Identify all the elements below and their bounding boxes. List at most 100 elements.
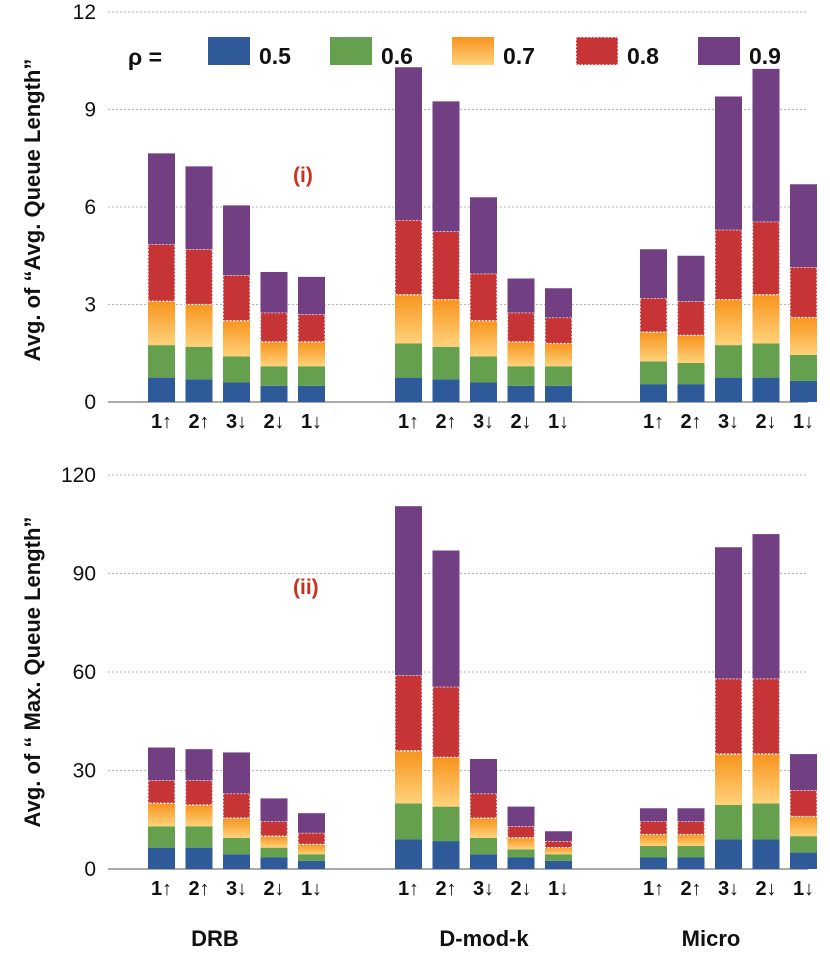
bar-segment-rho-06-dmodk-5 xyxy=(545,854,572,861)
bar-segment-rho-07-dmodk-4 xyxy=(507,341,535,367)
bar-segment-rho-06-micro-5 xyxy=(790,354,817,381)
bar-segment-rho-09-drb-5 xyxy=(298,813,325,833)
y-tick-label: 0 xyxy=(84,858,96,881)
bar-segment-rho-07-micro-4 xyxy=(752,294,780,344)
bar-segment-rho-05-micro-3 xyxy=(715,377,742,402)
group-label-dmodk: D-mod-k xyxy=(439,926,529,951)
bar-segment-rho-07-dmodk-3 xyxy=(470,320,497,357)
bar-segment-rho-09-micro-4 xyxy=(752,534,780,679)
bar-segment-rho-07-micro-2 xyxy=(677,834,705,847)
bar-segment-rho-08-drb-2 xyxy=(184,248,214,306)
bar-segment-rho-09-micro-1 xyxy=(640,808,667,822)
bar-segment-rho-09-micro-5 xyxy=(790,184,817,268)
bar-segment-rho-05-dmodk-4 xyxy=(507,385,535,402)
bar-segment-rho-05-dmodk-1 xyxy=(395,377,422,402)
bar-segment-rho-06-micro-1 xyxy=(640,846,667,858)
bar-segment-rho-09-micro-3 xyxy=(715,96,742,230)
bar-segment-rho-07-drb-2 xyxy=(185,804,213,827)
bar-segment-rho-05-micro-2 xyxy=(677,384,705,402)
bar-segment-rho-06-drb-3 xyxy=(223,837,250,855)
bar-segment-rho-09-drb-5 xyxy=(298,276,325,315)
x-tick-label: 1↑ xyxy=(398,878,419,900)
bar-segment-rho-08-dmodk-4 xyxy=(506,311,536,343)
bar-segment-rho-08-dmodk-2 xyxy=(431,686,461,759)
bar-segment-rho-05-micro-4 xyxy=(752,839,780,869)
bar-segment-rho-07-dmodk-5 xyxy=(545,847,572,855)
bar-segment-rho-09-dmodk-4 xyxy=(507,278,535,313)
bar-segment-rho-09-dmodk-2 xyxy=(432,101,460,232)
legend-swatch-07 xyxy=(452,37,494,65)
x-tick-label: 1↓ xyxy=(301,411,322,433)
legend-swatch-08 xyxy=(575,36,619,66)
bar-segment-rho-06-drb-1 xyxy=(148,826,175,848)
bar-segment-rho-07-dmodk-2 xyxy=(432,299,460,347)
bar-segment-rho-06-dmodk-5 xyxy=(545,366,572,386)
y-tick-label: 30 xyxy=(73,760,96,783)
x-tick-label: 3↓ xyxy=(718,878,739,900)
bar-segment-rho-07-micro-3 xyxy=(715,299,742,346)
bar-segment-rho-05-dmodk-2 xyxy=(432,841,460,869)
bar-segment-rho-07-micro-1 xyxy=(640,332,667,362)
bar-segment-rho-06-drb-1 xyxy=(148,345,175,378)
bar-segment-rho-05-drb-1 xyxy=(148,847,175,869)
bar-segment-rho-08-dmodk-2 xyxy=(431,230,461,301)
x-axis-labels: 1↑ 2↑ 3↓ 2↓ 1↓ 1↑ 2↑ 3↓ 2↓ 1↓ 1↑ 2↑ 3↓ 2↓ 1↓ xyxy=(151,878,814,900)
bar-segment-rho-08-dmodk-1 xyxy=(394,674,423,752)
x-tick-label: 1↑ xyxy=(643,411,664,433)
x-tick-label: 2↓ xyxy=(263,878,284,900)
bars xyxy=(147,67,818,402)
x-tick-label: 3↓ xyxy=(226,411,247,433)
bar-segment-rho-08-micro-2 xyxy=(676,300,706,337)
legend-title: ρ = xyxy=(128,44,162,70)
bar-segment-rho-05-dmodk-3 xyxy=(470,382,497,402)
x-tick-label: 1↑ xyxy=(151,411,172,433)
x-tick-label: 1↓ xyxy=(793,878,814,900)
y-tick-label: 6 xyxy=(84,196,96,219)
bar-segment-rho-06-drb-4 xyxy=(260,366,288,386)
bar-segment-rho-09-micro-4 xyxy=(752,68,780,222)
bar-segment-rho-08-dmodk-1 xyxy=(394,219,423,296)
bar-segment-rho-06-micro-3 xyxy=(715,804,742,840)
bar-segment-rho-09-drb-2 xyxy=(185,166,213,250)
bar-segment-rho-09-drb-3 xyxy=(223,752,250,794)
bar-segment-rho-06-drb-4 xyxy=(260,847,288,858)
x-tick-label: 2↓ xyxy=(263,411,284,433)
bar-segment-rho-08-micro-1 xyxy=(639,297,668,333)
bar-segment-rho-08-micro-5 xyxy=(789,266,818,319)
bar-segment-rho-07-micro-5 xyxy=(790,317,817,355)
y-axis-label: Avg. of “ Max. Queue Length” xyxy=(20,517,45,828)
bar-segment-rho-06-micro-2 xyxy=(677,363,705,385)
bar-segment-rho-07-drb-5 xyxy=(298,341,325,367)
panel-annotation: (i) xyxy=(293,164,313,187)
bar-segment-rho-07-micro-2 xyxy=(677,335,705,363)
x-axis-labels: 1↑ 2↑ 3↓ 2↓ 1↓ 1↑ 2↑ 3↓ 2↓ 1↓ 1↑ 2↑ 3↓ 2↓ 1↓ xyxy=(151,411,814,433)
x-tick-label: 1↓ xyxy=(793,411,814,433)
bar-segment-rho-09-dmodk-5 xyxy=(545,831,572,842)
bar-segment-rho-09-dmodk-4 xyxy=(507,806,535,827)
bar-segment-rho-06-drb-2 xyxy=(185,346,213,380)
bar-segment-rho-05-dmodk-3 xyxy=(470,854,497,869)
bar-segment-rho-06-micro-1 xyxy=(640,361,667,385)
bar-segment-rho-05-drb-2 xyxy=(185,379,213,402)
bar-segment-rho-06-drb-5 xyxy=(298,366,325,386)
y-tick-label: 60 xyxy=(73,661,96,684)
bar-segment-rho-05-dmodk-2 xyxy=(432,379,460,402)
bar-segment-rho-05-drb-1 xyxy=(148,377,175,402)
bar-segment-rho-07-dmodk-5 xyxy=(545,343,572,367)
bar-segment-rho-08-micro-4 xyxy=(751,220,781,296)
bar-segment-rho-05-dmodk-4 xyxy=(507,857,535,869)
bar-segment-rho-05-micro-2 xyxy=(677,857,705,869)
bar-segment-rho-05-micro-4 xyxy=(752,377,780,402)
x-tick-label: 1↑ xyxy=(151,878,172,900)
bar-segment-rho-06-micro-2 xyxy=(677,846,705,858)
x-tick-label: 2↑ xyxy=(188,411,209,433)
bar-segment-rho-05-dmodk-5 xyxy=(545,860,572,869)
bar-segment-rho-07-drb-1 xyxy=(148,301,175,346)
bar-segment-rho-08-dmodk-3 xyxy=(469,792,498,819)
legend-swatch-06 xyxy=(330,37,372,65)
y-tick-label: 120 xyxy=(61,464,96,487)
bar-segment-rho-07-micro-5 xyxy=(790,816,817,837)
bar-segment-rho-05-dmodk-1 xyxy=(395,839,422,869)
